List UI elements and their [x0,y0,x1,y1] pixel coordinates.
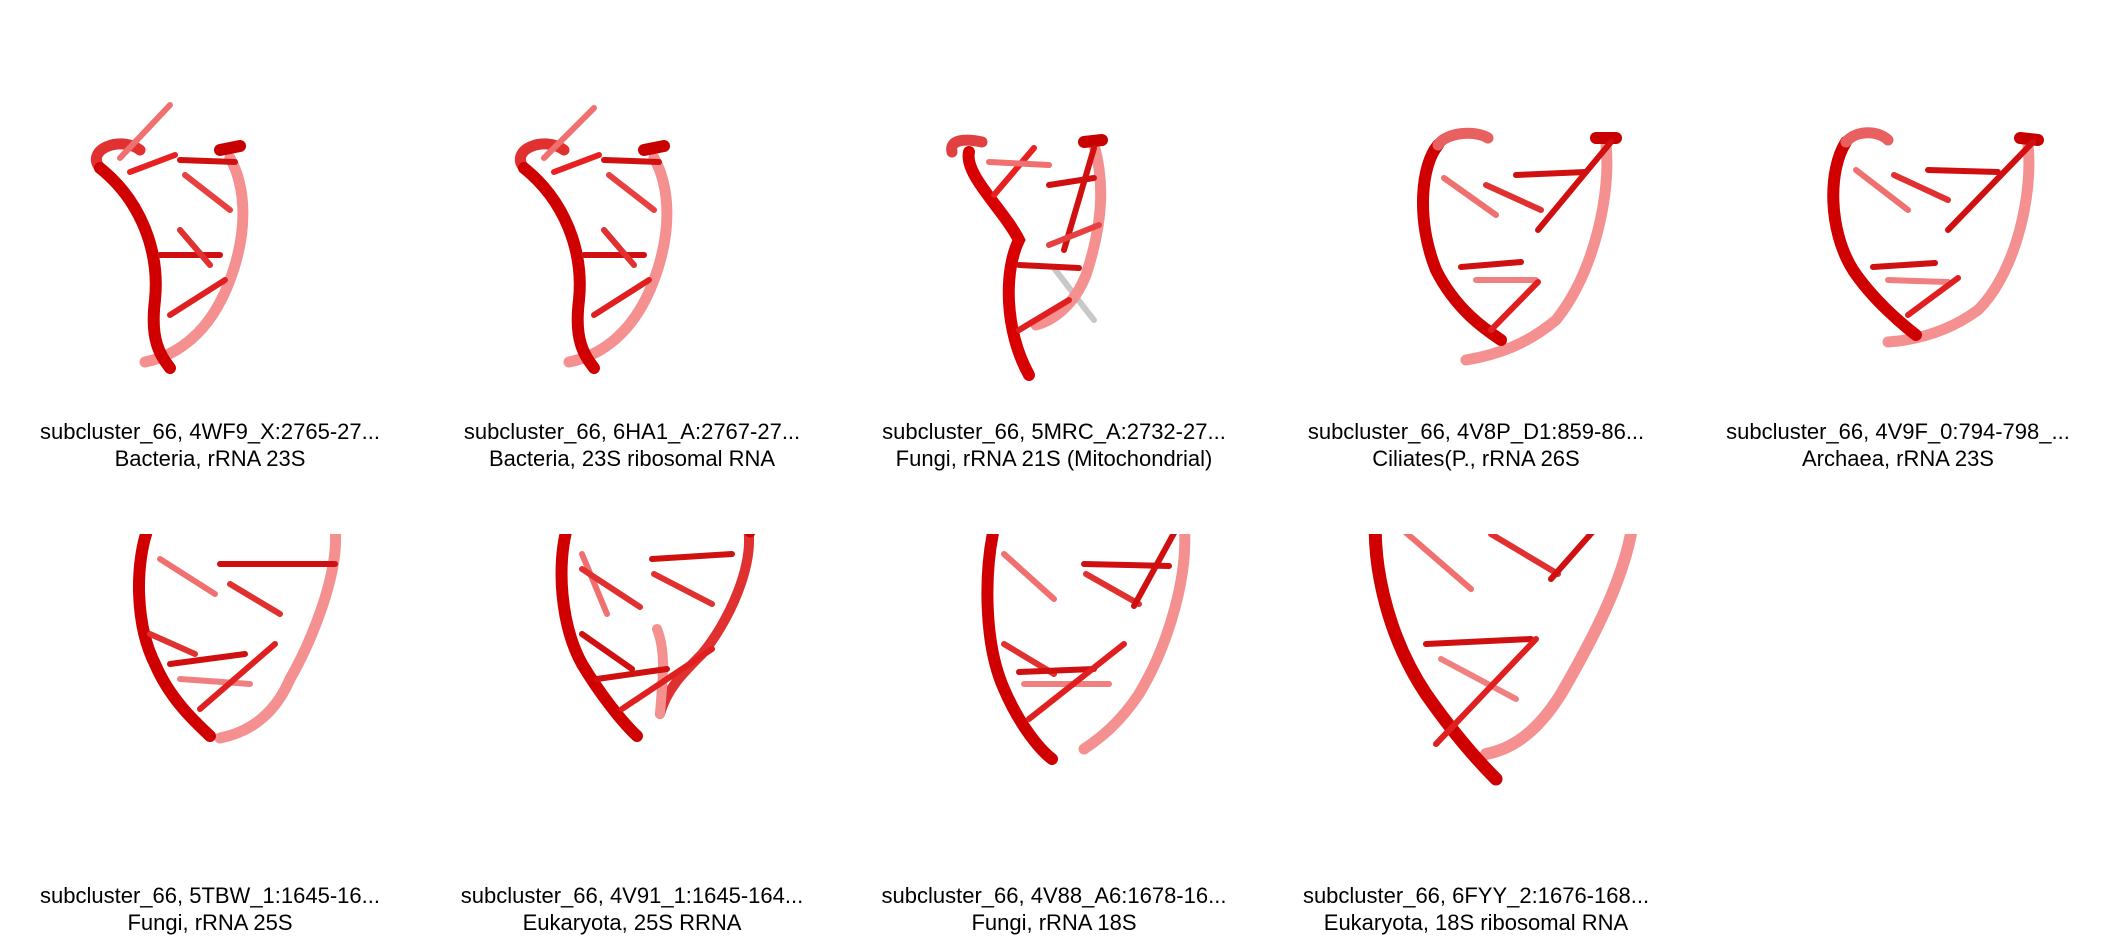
structure-id-label: subcluster_66, 4V91_1:1645-164... [460,883,804,908]
structure-card: subcluster_66, 6HA1_A:2767-27... Bacteri… [422,0,842,471]
structure-taxon-label: Eukaryota, 18S ribosomal RNA [1323,910,1629,935]
rna-structure-image [10,70,410,400]
rna-structure-image [854,534,1254,864]
structure-card: subcluster_66, 4V88_A6:1678-16... Fungi,… [844,464,1264,935]
structure-taxon-label: Archaea, rRNA 23S [1802,446,1994,471]
structure-card: subcluster_66, 4V8P_D1:859-86... Ciliate… [1266,0,1686,471]
rna-structure-image [1276,534,1676,864]
structure-id-label: subcluster_66, 4V8P_D1:859-86... [1307,419,1645,444]
rna-structure-image [1698,70,2098,400]
structure-id-label: subcluster_66, 4WF9_X:2765-27... [40,419,380,444]
structure-id-label: subcluster_66, 5TBW_1:1645-16... [40,883,380,908]
structure-taxon-label: Bacteria, 23S ribosomal RNA [488,446,776,471]
structure-taxon-label: Ciliates(P., rRNA 26S [1372,446,1580,471]
structure-id-label: subcluster_66, 5MRC_A:2732-27... [882,419,1226,444]
rna-structure-image [854,70,1254,400]
structure-taxon-label: Fungi, rRNA 25S [127,910,293,935]
structure-taxon-label: Bacteria, rRNA 23S [114,446,306,471]
structure-taxon-label: Fungi, rRNA 18S [971,910,1137,935]
structure-id-label: subcluster_66, 4V88_A6:1678-16... [881,883,1227,908]
structure-id-label: subcluster_66, 6FYY_2:1676-168... [1302,883,1650,908]
structure-card: subcluster_66, 4V9F_0:794-798_... Archae… [1688,0,2108,471]
structure-card: subcluster_66, 6FYY_2:1676-168... Eukary… [1266,464,1686,935]
rna-structure-image [10,534,410,864]
structure-card: subcluster_66, 4V91_1:1645-164... Eukary… [422,464,842,935]
structure-card: subcluster_66, 5TBW_1:1645-16... Fungi, … [0,464,420,935]
rna-structure-image [432,70,832,400]
structure-id-label: subcluster_66, 6HA1_A:2767-27... [463,419,801,444]
rna-structure-image [1276,70,1676,400]
structure-card: subcluster_66, 4WF9_X:2765-27... Bacteri… [0,0,420,471]
structure-taxon-label: Fungi, rRNA 21S (Mitochondrial) [895,446,1213,471]
structure-id-label: subcluster_66, 4V9F_0:794-798_... [1726,419,2070,444]
structure-card: subcluster_66, 5MRC_A:2732-27... Fungi, … [844,0,1264,471]
rna-structure-image [432,534,832,864]
structure-taxon-label: Eukaryota, 25S RRNA [522,910,742,935]
